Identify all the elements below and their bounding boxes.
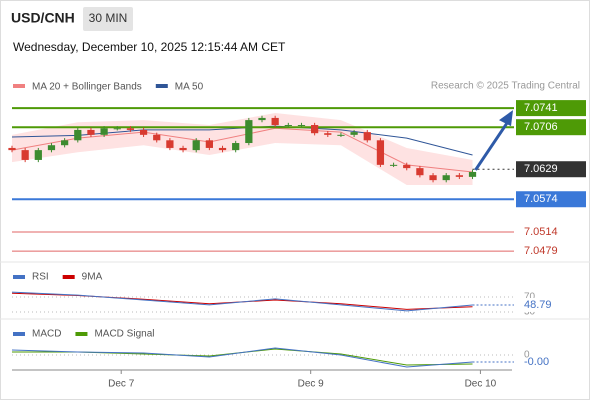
candle-body xyxy=(455,175,463,177)
candle-body xyxy=(258,117,266,121)
candle-body xyxy=(232,143,240,151)
candle-body xyxy=(61,140,69,146)
ma20-line xyxy=(11,127,473,173)
macd-line xyxy=(11,347,473,368)
source: Research © 2025 Trading Central xyxy=(431,81,580,92)
legend-swatch xyxy=(155,84,168,88)
forecast-arrowhead xyxy=(499,110,513,127)
candle-body xyxy=(21,150,29,160)
candle-body xyxy=(74,129,82,141)
legend-swatch xyxy=(75,332,88,336)
candle-body xyxy=(166,140,174,148)
candle-body xyxy=(34,150,42,160)
level-label: 7.0629 xyxy=(524,163,558,175)
candle-body xyxy=(271,117,279,126)
macd-value-label: -0.00 xyxy=(524,356,549,368)
timeframe: 30 MIN xyxy=(89,11,128,25)
candle-body xyxy=(324,133,332,135)
level-box xyxy=(516,191,586,208)
datetime: Wednesday, December 10, 2025 12:15:44 AM… xyxy=(13,40,286,54)
macd-tick-label: 0 xyxy=(524,350,530,361)
x-tick-label: Dec 7 xyxy=(108,379,135,390)
legend-label: 9MA xyxy=(82,272,103,283)
legend-label: MA 50 xyxy=(175,82,204,93)
level-label: 7.0574 xyxy=(524,193,558,205)
level-box xyxy=(516,100,586,117)
candle-body xyxy=(350,132,358,135)
candle-body xyxy=(468,171,477,177)
candle-body xyxy=(429,175,437,181)
level-box xyxy=(516,161,586,178)
legend-label: MACD Signal xyxy=(94,329,154,340)
level-label: 7.0706 xyxy=(524,121,558,133)
candle-body xyxy=(376,140,385,165)
candle-body xyxy=(245,120,253,144)
legend-swatch xyxy=(13,332,25,336)
candle-body xyxy=(47,145,56,151)
candle-body xyxy=(205,140,213,148)
legend-swatch xyxy=(13,84,25,88)
candle-body xyxy=(139,129,148,135)
candle-body xyxy=(337,134,345,136)
candle-body xyxy=(311,125,319,134)
candle-body xyxy=(87,129,95,135)
candle-body xyxy=(153,134,161,141)
legend-label: MACD xyxy=(32,329,61,340)
level-box xyxy=(516,119,586,136)
candle-body xyxy=(100,128,108,135)
level-label: 7.0741 xyxy=(524,102,558,114)
forecast-arrow xyxy=(474,119,511,171)
candle-body xyxy=(113,128,121,130)
legend-label: MA 20 + Bollinger Bands xyxy=(32,82,142,93)
candle-body xyxy=(179,147,187,151)
candle-body xyxy=(284,125,292,127)
legend-swatch xyxy=(13,275,25,279)
rsi-value-label: 48.79 xyxy=(524,299,552,311)
x-tick-label: Dec 10 xyxy=(465,379,497,390)
legend-swatch xyxy=(62,275,75,279)
rsi-line xyxy=(11,291,473,312)
symbol: USD/CNH xyxy=(11,10,75,26)
level-label: 7.0514 xyxy=(524,226,558,238)
x-tick-label: Dec 9 xyxy=(298,379,325,390)
rsi-value-box xyxy=(518,297,558,312)
candle-body xyxy=(192,140,200,151)
rsi-tick-label: 30 xyxy=(524,307,536,318)
candle-body xyxy=(297,125,306,127)
legend-label: RSI xyxy=(32,272,49,283)
level-label: 7.0479 xyxy=(524,245,558,257)
candle-body xyxy=(442,175,450,181)
candle-body xyxy=(389,164,398,166)
candle-body xyxy=(363,132,371,141)
candle-body xyxy=(126,128,135,130)
candle-body xyxy=(218,147,227,151)
timeframe-box xyxy=(83,7,133,31)
candle-body xyxy=(8,147,16,151)
rsi-tick-label: 70 xyxy=(524,292,536,303)
candle-body xyxy=(416,168,424,176)
candle-body xyxy=(403,164,411,169)
